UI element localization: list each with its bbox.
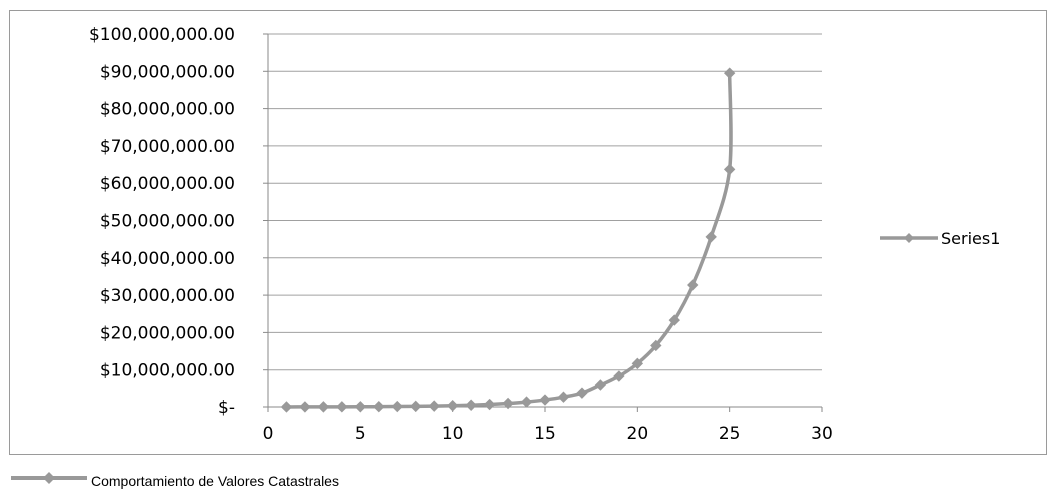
data-point [594,379,607,391]
data-point [576,387,588,399]
grid-lines [268,33,822,371]
data-point [502,397,514,410]
data-point [446,400,459,412]
chart-frame: $- $10,000,000.00 $20,000,000.00 $30,000,00… [9,10,1047,455]
y-tick-label: $60,000,000.00 [100,174,235,194]
data-point [723,163,736,176]
data-point [557,391,570,403]
data-point [483,398,496,411]
data-point [650,339,662,352]
data-point [280,401,293,413]
series-line [286,73,733,409]
caption-swatch-marker [43,472,55,484]
series-layer [280,67,736,413]
y-tick-label: $50,000,000.00 [100,212,235,232]
data-point [373,400,385,413]
data-point [631,357,644,370]
data-point [539,394,551,406]
y-tick-label: $10,000,000.00 [100,361,235,381]
data-point [668,314,680,326]
caption-legend-swatch [11,472,87,484]
data-point [410,400,422,413]
data-point [520,396,533,408]
axes [263,33,823,412]
y-tick-label: $90,000,000.00 [100,62,235,82]
x-tick-label: 10 [442,424,464,444]
legend-swatch-marker [904,233,914,243]
line-chart: $- $10,000,000.00 $20,000,000.00 $30,000,00… [89,25,1000,444]
x-tick-label: 0 [263,424,274,444]
data-point [391,400,403,413]
data-point [354,401,367,413]
y-tick-labels: $- $10,000,000.00 $20,000,000.00 $30,000,00… [89,25,235,418]
y-tick-label: $80,000,000.00 [100,100,235,120]
caption-text: Comportamiento de Valores Catastrales [91,473,339,489]
x-tick-label: 20 [627,424,649,444]
y-tick-label: $40,000,000.00 [100,249,235,269]
y-tick-label: $30,000,000.00 [100,286,235,306]
x-tick-label: 30 [811,424,833,444]
legend-label: Series1 [941,229,1000,248]
data-point [723,67,736,79]
data-point [428,400,440,412]
x-tick-label: 15 [534,424,556,444]
y-tick-label: $70,000,000.00 [100,137,235,157]
y-tick-label: $- [218,398,235,418]
figure-caption: Comportamiento de Valores Catastrales [9,466,709,490]
y-tick-label: $100,000,000.00 [89,25,235,45]
data-point [705,231,717,243]
data-point [336,401,348,413]
x-tick-label: 25 [719,424,741,444]
data-point [687,279,699,291]
legend: Series1 [880,229,1000,248]
data-point [299,401,311,413]
data-point [317,401,330,413]
x-tick-label: 5 [355,424,366,444]
data-point [465,399,477,411]
y-tick-label: $20,000,000.00 [100,323,235,343]
x-tick-labels: 0 5 10 15 20 25 30 [263,424,833,444]
data-point [613,370,625,382]
